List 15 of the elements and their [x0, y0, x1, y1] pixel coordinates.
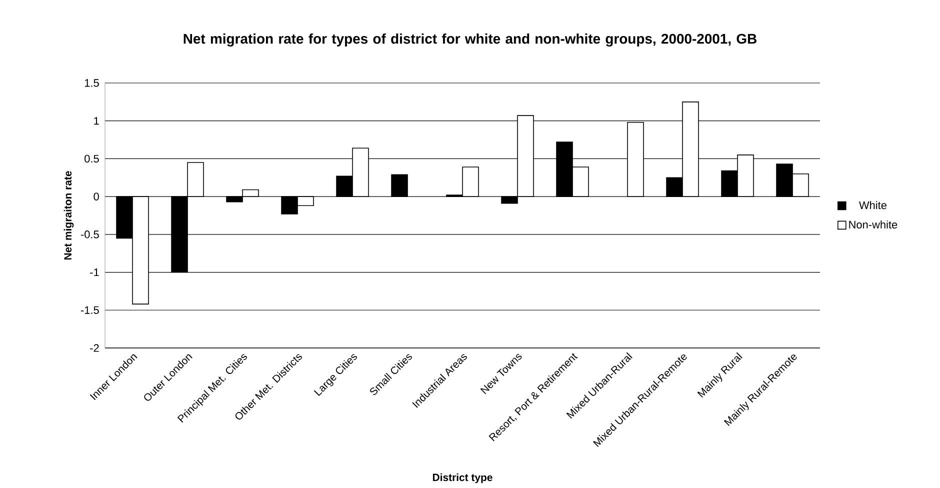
y-tick-label: -0.5	[80, 230, 99, 238]
bar	[627, 122, 644, 197]
y-tick-label: 1.5	[84, 79, 99, 87]
y-tick-label: -1.5	[80, 306, 99, 314]
y-tick-label: 0.5	[84, 154, 99, 163]
x-axis-title: District type	[432, 473, 492, 484]
y-tick-label: 0	[94, 192, 99, 200]
y-tick-label: -1	[90, 268, 99, 276]
y-tick-label: -2	[90, 344, 99, 352]
legend-label: White	[859, 201, 886, 210]
chart-title: Net migration rate for types of district for white and non-white groups, 2000-2001, GB	[184, 33, 756, 47]
legend-label: Non-white	[849, 220, 898, 229]
y-axis-title: Net migraiton rate	[64, 171, 74, 260]
bar	[391, 174, 408, 197]
y-tick-label: 1	[94, 117, 99, 125]
